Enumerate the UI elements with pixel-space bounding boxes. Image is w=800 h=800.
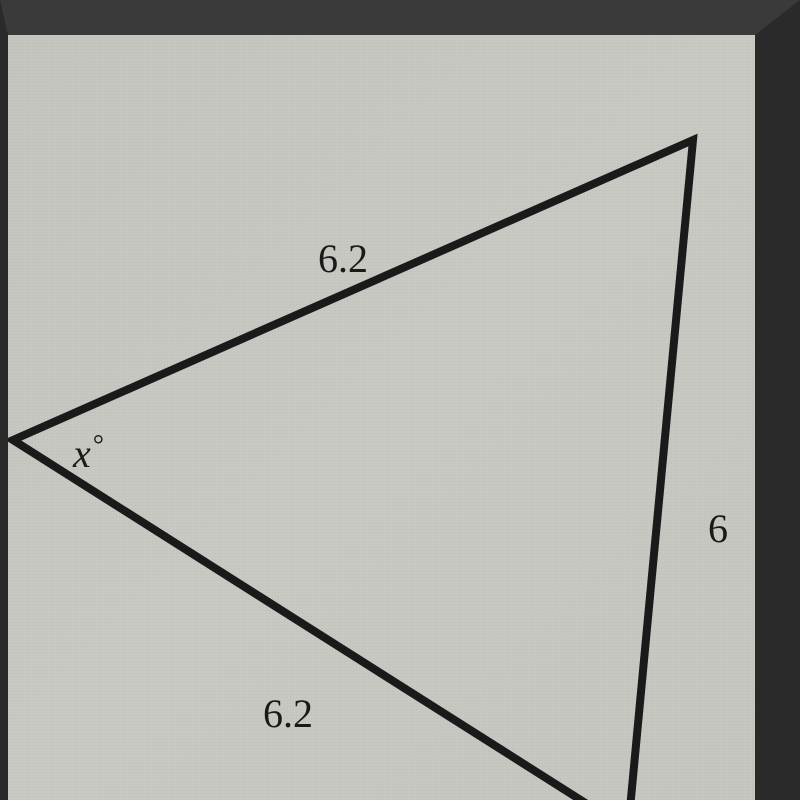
degree-symbol: ° bbox=[93, 430, 104, 461]
triangle-svg bbox=[8, 35, 755, 800]
side-label-bottom: 6.2 bbox=[263, 690, 313, 737]
angle-label-x: x° bbox=[73, 430, 104, 477]
angle-x-text: x bbox=[73, 431, 91, 476]
diagram-area: 6.2 6.2 6 x° 61° bbox=[8, 35, 755, 800]
side-label-right: 6 bbox=[708, 505, 728, 552]
angle-label-61: 61° bbox=[553, 795, 609, 800]
side-label-top: 6.2 bbox=[318, 235, 368, 282]
